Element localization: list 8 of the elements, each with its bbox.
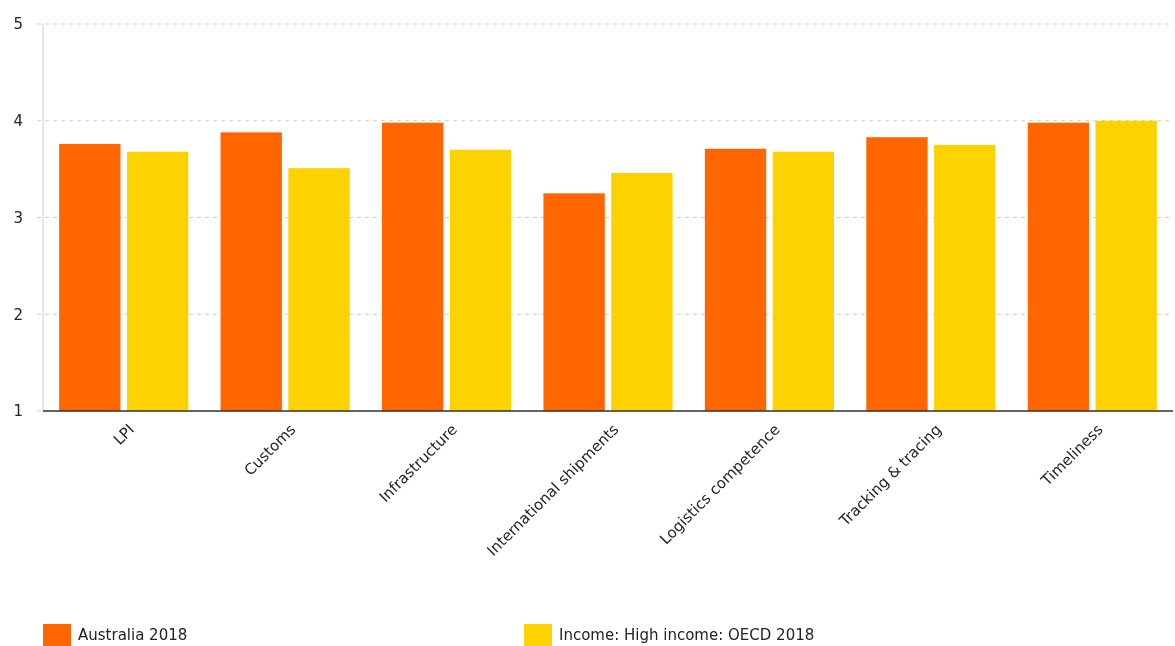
y-tick-label: 2 (13, 305, 23, 324)
y-tick-label: 5 (13, 15, 23, 34)
y-tick-label: 1 (13, 402, 23, 421)
y-tick-label: 4 (13, 112, 23, 130)
legend-label: Income: High income: OECD 2018 (559, 626, 815, 644)
x-tick-label: LPI (109, 420, 138, 449)
legend-label: Australia 2018 (78, 626, 188, 644)
y-tick-label: 3 (13, 208, 23, 227)
